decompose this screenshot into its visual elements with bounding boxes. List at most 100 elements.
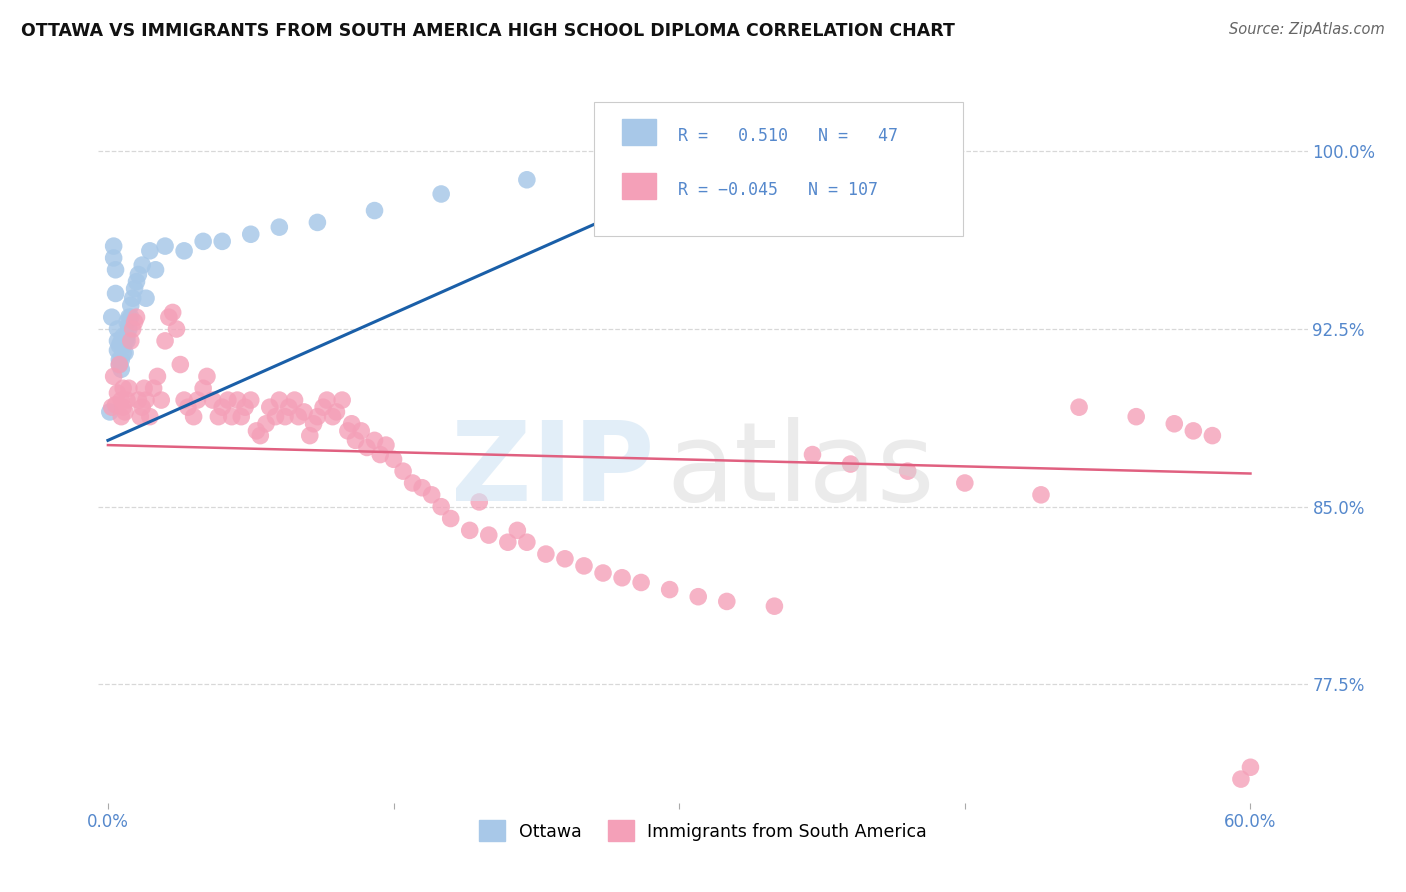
Point — [100, 400, 122, 414]
Point — [245, 424, 267, 438]
Bar — [621, 173, 655, 200]
Point — [287, 409, 309, 424]
Point — [145, 262, 167, 277]
FancyBboxPatch shape — [595, 102, 963, 235]
Point — [468, 495, 491, 509]
Point — [104, 398, 127, 412]
Point — [120, 310, 142, 325]
Point — [135, 393, 157, 408]
Point — [107, 343, 129, 358]
Point — [658, 582, 681, 597]
Point — [115, 393, 138, 408]
Point — [112, 338, 135, 352]
Point — [269, 220, 291, 235]
Point — [173, 393, 195, 408]
Point — [173, 244, 195, 258]
Point — [118, 381, 141, 395]
Bar — [621, 119, 655, 145]
Point — [340, 417, 363, 431]
Point — [478, 528, 501, 542]
Point — [610, 571, 633, 585]
Point — [382, 452, 405, 467]
Point — [496, 535, 519, 549]
Point — [139, 409, 162, 424]
Point — [108, 358, 131, 372]
Point — [630, 575, 652, 590]
Point — [110, 334, 132, 348]
Point — [259, 400, 281, 414]
Point — [112, 329, 135, 343]
Point — [125, 310, 148, 325]
Point — [120, 334, 142, 348]
Point — [201, 393, 224, 408]
Point — [269, 393, 291, 408]
Point — [112, 345, 135, 359]
Point — [139, 244, 162, 258]
Point — [420, 488, 443, 502]
Point — [195, 369, 218, 384]
Point — [166, 322, 188, 336]
Point — [368, 448, 391, 462]
Point — [134, 381, 156, 395]
Point — [125, 275, 148, 289]
Point — [115, 329, 138, 343]
Point — [191, 235, 214, 249]
Point — [430, 186, 453, 201]
Point — [350, 424, 373, 438]
Point — [104, 262, 127, 277]
Point — [104, 286, 127, 301]
Point — [734, 142, 756, 156]
Point — [211, 235, 233, 249]
Point — [316, 393, 339, 408]
Point — [516, 535, 538, 549]
Point — [211, 400, 233, 414]
Point — [274, 409, 297, 424]
Point — [801, 448, 824, 462]
Point — [292, 405, 315, 419]
Point — [115, 334, 138, 348]
Point — [411, 481, 433, 495]
Point — [344, 434, 367, 448]
Point — [127, 268, 149, 282]
Point — [572, 558, 595, 573]
Point — [110, 409, 132, 424]
Point — [114, 345, 136, 359]
Point — [1067, 400, 1090, 414]
Point — [169, 358, 191, 372]
Point — [118, 310, 141, 325]
Point — [630, 156, 652, 170]
Point — [114, 405, 136, 419]
Point — [142, 381, 165, 395]
Point — [177, 400, 200, 414]
Point — [207, 409, 229, 424]
Point — [554, 551, 576, 566]
Point — [103, 369, 125, 384]
Point — [307, 409, 329, 424]
Point — [953, 475, 976, 490]
Point — [1201, 428, 1223, 442]
Point — [430, 500, 453, 514]
Point — [124, 282, 146, 296]
Point — [392, 464, 415, 478]
Point — [127, 393, 149, 408]
Point — [108, 358, 131, 372]
Point — [118, 322, 141, 336]
Point — [226, 393, 249, 408]
Point — [264, 409, 287, 424]
Point — [112, 381, 135, 395]
Point — [131, 258, 153, 272]
Point — [146, 369, 169, 384]
Point — [1239, 760, 1261, 774]
Point — [716, 594, 738, 608]
Point — [363, 434, 385, 448]
Point — [249, 428, 271, 442]
Point — [107, 322, 129, 336]
Text: Source: ZipAtlas.com: Source: ZipAtlas.com — [1229, 22, 1385, 37]
Text: R = −0.045   N = 107: R = −0.045 N = 107 — [678, 181, 877, 199]
Text: ZIP: ZIP — [451, 417, 655, 524]
Point — [110, 352, 132, 367]
Point — [356, 441, 378, 455]
Point — [100, 310, 122, 325]
Point — [1182, 424, 1205, 438]
Point — [277, 400, 299, 414]
